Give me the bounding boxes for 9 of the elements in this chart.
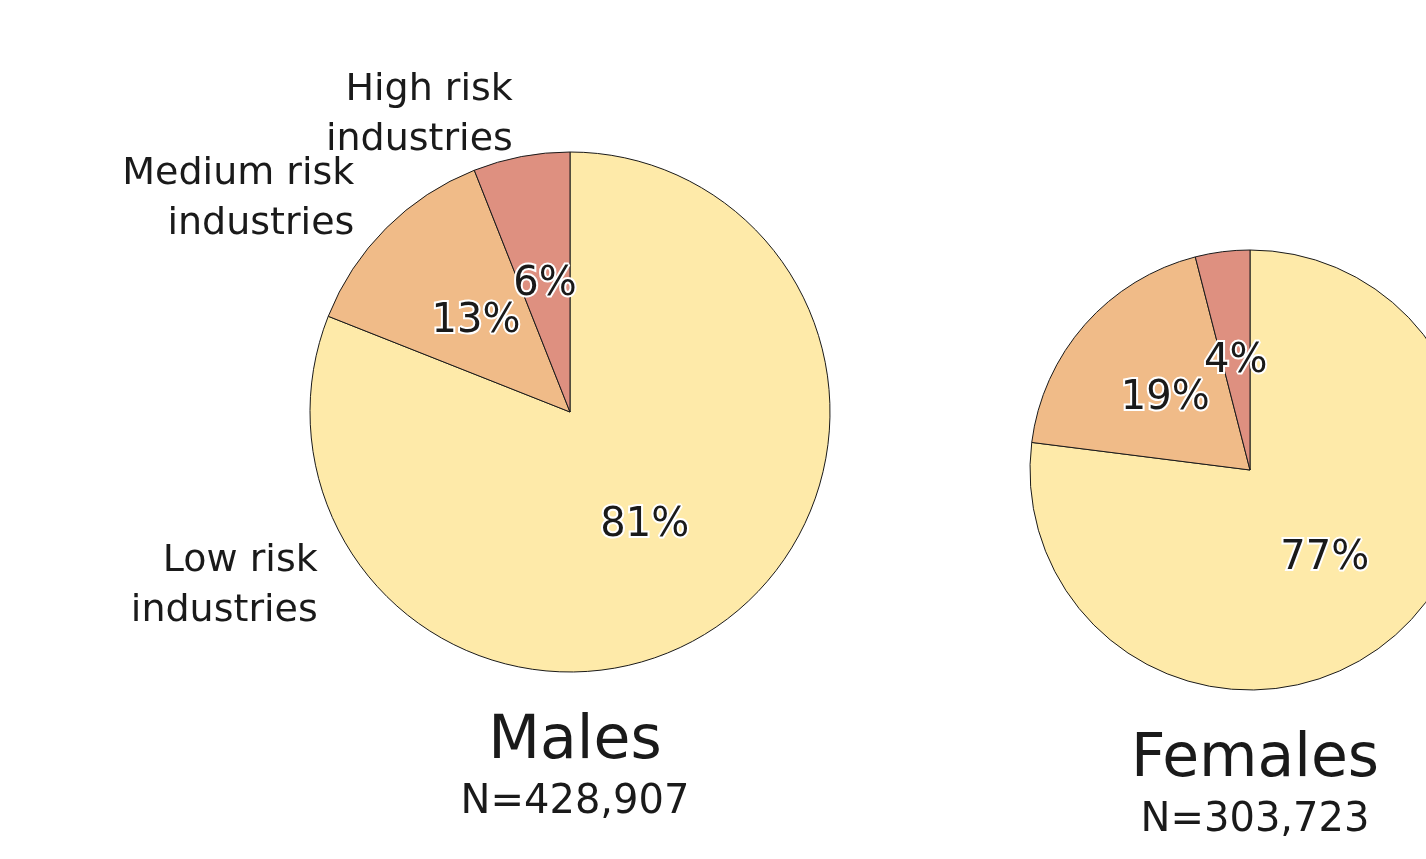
data-label: 19% bbox=[1120, 372, 1210, 419]
slice-label: Medium risk industries bbox=[122, 149, 355, 244]
data-label: 77% bbox=[1280, 531, 1370, 578]
slice-label: Low risk industries bbox=[130, 536, 318, 631]
text: Females bbox=[1130, 720, 1380, 790]
text: N=428,907 bbox=[460, 776, 690, 822]
text: N=303,723 bbox=[1140, 794, 1370, 840]
text: Males bbox=[488, 702, 662, 772]
data-label: 81% bbox=[600, 499, 690, 545]
